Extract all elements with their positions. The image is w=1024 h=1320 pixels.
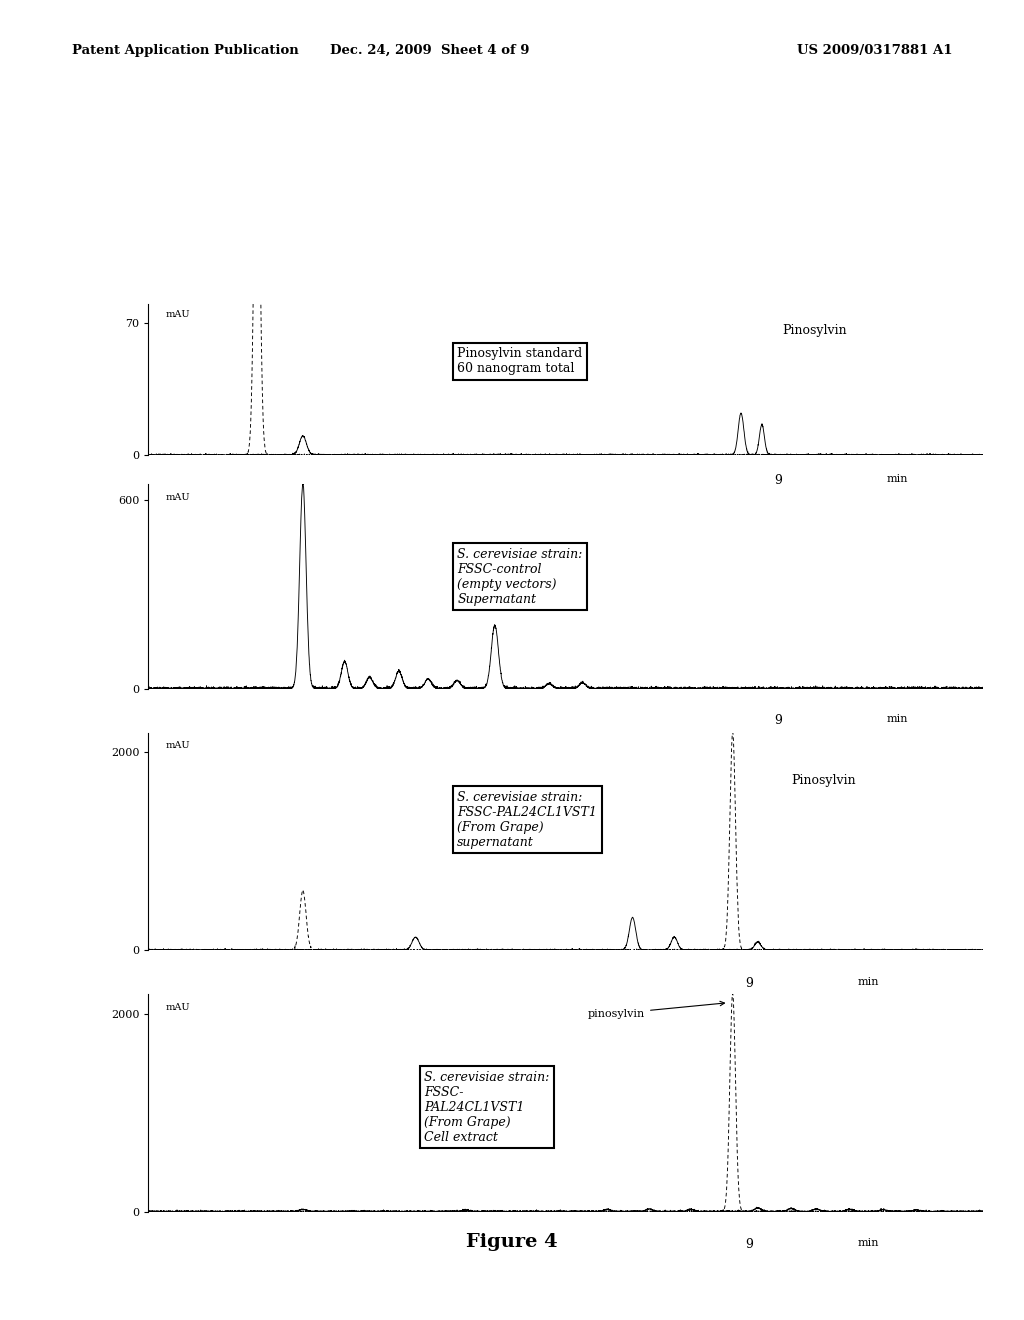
Text: mAU: mAU (165, 742, 189, 750)
Text: Pinosylvin: Pinosylvin (782, 325, 848, 338)
Text: mAU: mAU (165, 310, 189, 318)
Text: Figure 4: Figure 4 (466, 1233, 558, 1251)
Text: Patent Application Publication: Patent Application Publication (72, 44, 298, 57)
Text: min: min (887, 714, 908, 723)
Text: pinosylvin: pinosylvin (588, 1002, 725, 1019)
Text: min: min (858, 977, 880, 986)
Text: 9: 9 (745, 1238, 754, 1251)
Text: min: min (858, 1238, 880, 1247)
Text: Pinosylvin: Pinosylvin (792, 774, 856, 787)
Text: S. cerevisiae strain:
FSSC-PAL24CL1VST1
(From Grape)
supernatant: S. cerevisiae strain: FSSC-PAL24CL1VST1 … (458, 791, 597, 849)
Text: 9: 9 (774, 474, 782, 487)
Text: 9: 9 (774, 714, 782, 726)
Text: US 2009/0317881 A1: US 2009/0317881 A1 (797, 44, 952, 57)
Text: min: min (887, 474, 908, 483)
Text: Dec. 24, 2009  Sheet 4 of 9: Dec. 24, 2009 Sheet 4 of 9 (331, 44, 529, 57)
Text: Pinosylvin standard
60 nanogram total: Pinosylvin standard 60 nanogram total (458, 347, 583, 375)
Text: S. cerevisiae strain:
FSSC-
PAL24CL1VST1
(From Grape)
Cell extract: S. cerevisiae strain: FSSC- PAL24CL1VST1… (424, 1071, 549, 1143)
Text: 9: 9 (745, 977, 754, 990)
Text: mAU: mAU (165, 1003, 189, 1011)
Text: S. cerevisiae strain:
FSSC-control
(empty vectors)
Supernatant: S. cerevisiae strain: FSSC-control (empt… (458, 548, 583, 606)
Text: mAU: mAU (165, 492, 189, 502)
